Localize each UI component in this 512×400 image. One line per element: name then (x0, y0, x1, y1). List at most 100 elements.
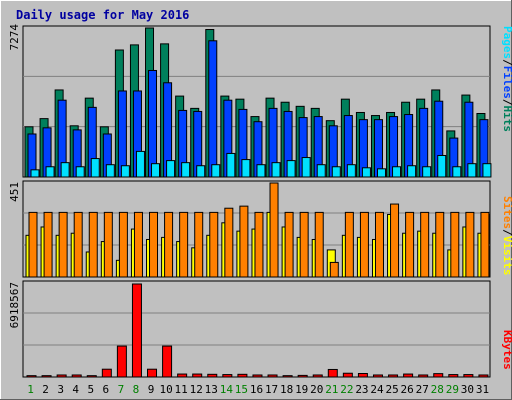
legend-visits: Visits (501, 236, 512, 276)
sites-bar-day-26 (405, 211, 415, 278)
kbytes-bar-day-24 (372, 374, 383, 378)
pages-bar-day-9 (151, 163, 161, 178)
files-bar-day-13 (208, 40, 218, 178)
pages-bar-day-28 (437, 154, 447, 178)
kbytes-bar-day-13 (207, 373, 218, 378)
pages-bar-day-15 (241, 159, 251, 178)
sites-bar-day-11 (179, 211, 189, 278)
sites-bar-day-30 (465, 211, 475, 278)
day-label-2: 2 (42, 383, 49, 396)
kbytes-bar-day-3 (56, 374, 67, 378)
kbytes-bar-day-5 (86, 375, 97, 378)
sites-bar-day-8 (133, 211, 143, 278)
day-label-5: 5 (87, 383, 94, 396)
day-label-17: 17 (265, 383, 278, 396)
middle-panel-ymax-label: 451 (8, 182, 21, 202)
pages-bar-day-29 (452, 166, 462, 178)
sites-bar-day-4 (73, 211, 83, 278)
kbytes-bar-day-18 (282, 375, 293, 378)
sites-bar-day-21 (329, 261, 339, 278)
kbytes-bar-day-19 (297, 374, 308, 378)
day-label-28: 28 (431, 383, 444, 396)
day-label-14: 14 (220, 383, 234, 396)
sites-bar-day-15 (239, 205, 249, 278)
top-legend: Pages/Files/Hits (501, 26, 512, 132)
sites-bar-day-28 (435, 211, 445, 278)
sites-bar-day-29 (450, 211, 460, 278)
day-label-10: 10 (159, 383, 172, 396)
kbytes-bar-day-29 (448, 374, 459, 378)
sites-bar-day-5 (88, 211, 98, 278)
middle-legend: Sites/Visits (501, 196, 512, 276)
sites-bar-day-12 (194, 211, 204, 278)
pages-bar-day-30 (467, 163, 477, 178)
pages-bar-day-24 (376, 168, 386, 178)
files-bar-day-7 (117, 90, 127, 178)
pages-bar-day-22 (346, 164, 356, 178)
sites-bar-day-3 (58, 211, 68, 278)
visits-sites-panel (22, 180, 491, 278)
legend-sep-3: / (501, 229, 512, 236)
day-label-19: 19 (295, 383, 308, 396)
pages-bar-day-1 (30, 169, 40, 178)
day-label-9: 9 (148, 383, 155, 396)
day-label-29: 29 (446, 383, 459, 396)
kbytes-bar-day-17 (267, 374, 278, 378)
kbytes-bar-day-14 (222, 374, 233, 378)
day-label-27: 27 (416, 383, 429, 396)
kbytes-bar-day-4 (71, 374, 82, 378)
day-label-31: 31 (476, 383, 489, 396)
sites-bar-day-24 (374, 211, 384, 278)
day-label-25: 25 (385, 383, 398, 396)
kbytes-bar-day-21 (327, 368, 338, 378)
kbytes-bar-day-9 (147, 368, 158, 378)
pages-bar-day-21 (331, 166, 341, 178)
day-label-12: 12 (190, 383, 203, 396)
pages-bar-day-20 (316, 164, 326, 178)
kbytes-bar-day-30 (463, 374, 474, 378)
day-label-11: 11 (175, 383, 188, 396)
pages-bar-day-4 (75, 166, 85, 178)
kbytes-bar-day-22 (342, 372, 353, 378)
legend-kbytes: KBytes (501, 330, 512, 370)
pages-bar-day-19 (301, 157, 311, 178)
day-label-4: 4 (72, 383, 79, 396)
legend-pages: Pages (501, 26, 512, 59)
kbytes-bar-day-7 (116, 345, 127, 378)
legend-sep-1: / (501, 59, 512, 66)
pages-bar-day-25 (392, 166, 402, 178)
kbytes-bar-day-25 (388, 374, 399, 378)
day-label-18: 18 (280, 383, 293, 396)
bottom-panel-ymax-label: 6918567 (8, 282, 21, 328)
day-label-8: 8 (133, 383, 140, 396)
kbytes-bar-day-15 (237, 373, 248, 378)
pages-bar-day-27 (422, 166, 432, 178)
pages-bar-day-18 (286, 160, 296, 178)
kbytes-bar-day-12 (192, 373, 203, 378)
sites-bar-day-10 (164, 211, 174, 278)
day-label-6: 6 (103, 383, 110, 396)
kbytes-bar-day-16 (252, 374, 263, 378)
day-label-23: 23 (355, 383, 368, 396)
sites-bar-day-6 (103, 211, 113, 278)
hits-files-pages-panel (22, 25, 492, 178)
pages-bar-day-8 (135, 150, 145, 178)
kbytes-bar-day-6 (101, 368, 112, 378)
sites-bar-day-2 (43, 211, 53, 278)
kbytes-bar-day-20 (312, 374, 323, 378)
sites-bar-day-7 (118, 211, 128, 278)
legend-hits: Hits (501, 106, 512, 133)
legend-files: Files (501, 66, 512, 99)
day-label-15: 15 (235, 383, 248, 396)
pages-bar-day-13 (211, 164, 221, 178)
bottom-legend: KBytes (501, 330, 512, 370)
kbytes-bar-day-31 (478, 374, 489, 378)
pages-bar-day-31 (482, 163, 492, 178)
pages-bar-day-10 (166, 160, 176, 178)
day-label-13: 13 (205, 383, 218, 396)
pages-bar-day-12 (196, 165, 206, 178)
sites-bar-day-1 (28, 211, 38, 278)
kbytes-panel (22, 280, 491, 378)
pages-bar-day-16 (256, 164, 266, 178)
